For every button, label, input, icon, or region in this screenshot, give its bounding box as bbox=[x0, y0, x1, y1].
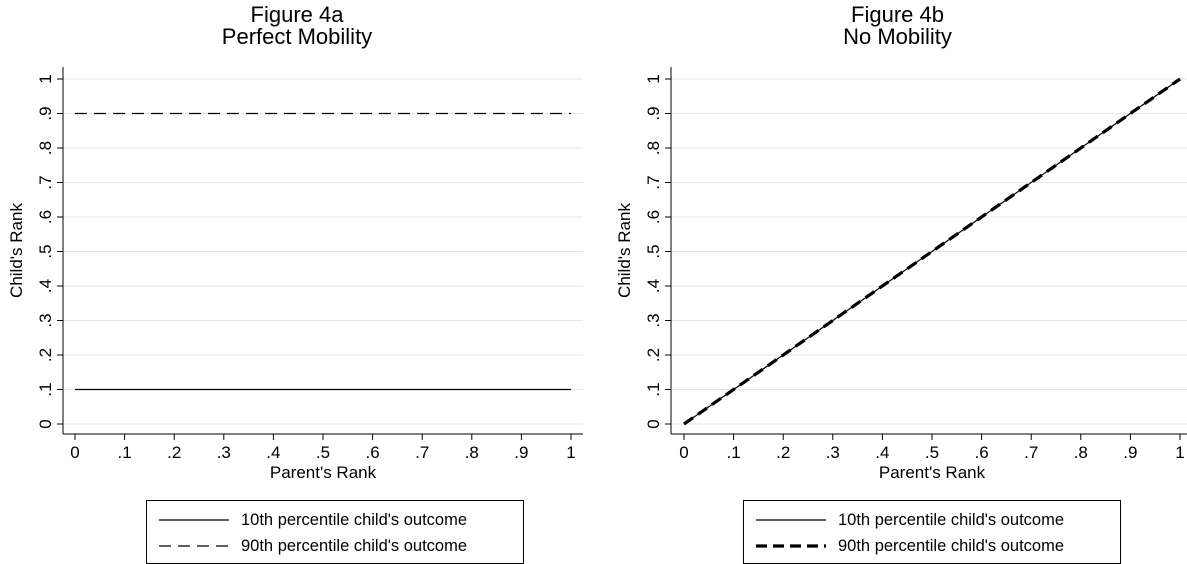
x-tick-label: .3 bbox=[826, 443, 840, 462]
legend-label: 10th percentile child's outcome bbox=[241, 511, 468, 529]
x-tick-label: .4 bbox=[266, 443, 280, 462]
chart-subtitle: Perfect Mobility bbox=[221, 24, 373, 49]
legend-swatch-solid bbox=[159, 519, 229, 521]
legend-item-10th: 10th percentile child's outcome bbox=[147, 509, 523, 531]
y-tick-label: 0 bbox=[644, 419, 663, 428]
x-tick-label: .5 bbox=[316, 443, 330, 462]
x-axis-title: Parent's Rank bbox=[879, 463, 986, 482]
legend-item-90th: 90th percentile child's outcome bbox=[744, 535, 1120, 557]
y-tick-label: .2 bbox=[36, 348, 55, 362]
legend-label: 90th percentile child's outcome bbox=[838, 537, 1065, 555]
x-tick-label: .7 bbox=[1024, 443, 1038, 462]
x-tick-label: .8 bbox=[465, 443, 479, 462]
y-tick-label: .1 bbox=[36, 382, 55, 396]
x-axis-title: Parent's Rank bbox=[270, 463, 377, 482]
x-tick-label: .9 bbox=[514, 443, 528, 462]
chart-title: Figure 4b bbox=[851, 2, 944, 27]
y-axis-title: Child's Rank bbox=[615, 203, 634, 298]
y-tick-label: .3 bbox=[644, 313, 663, 327]
y-tick-label: .8 bbox=[644, 141, 663, 155]
x-tick-label: .4 bbox=[875, 443, 889, 462]
y-tick-label: .7 bbox=[36, 175, 55, 189]
legend: 10th percentile child's outcome 90th per… bbox=[146, 500, 524, 564]
legend-swatch-dashed bbox=[159, 545, 229, 547]
x-tick-label: .2 bbox=[776, 443, 790, 462]
y-tick-label: .6 bbox=[36, 210, 55, 224]
chart-subtitle: No Mobility bbox=[843, 24, 952, 49]
plot-area-figure-4b: 0 .1 .2 .3 .4 .5 .6 .7 .8 .9 1 0 .1 .2 .3 .4 .5 .6 .7 .8 .9 1… bbox=[615, 67, 1187, 482]
x-tick-label: 1 bbox=[1175, 443, 1184, 462]
y-tick-label: 1 bbox=[36, 74, 55, 83]
y-tick-label: 0 bbox=[36, 419, 55, 428]
x-tick-label: .1 bbox=[118, 443, 132, 462]
x-tick-label: .2 bbox=[167, 443, 181, 462]
y-tick-label: .4 bbox=[36, 279, 55, 293]
y-tick-label: .1 bbox=[644, 382, 663, 396]
y-tick-label: .3 bbox=[36, 313, 55, 327]
x-tick-label: .6 bbox=[366, 443, 380, 462]
x-tick-label: .7 bbox=[415, 443, 429, 462]
plot-area-figure-4a: 0 .1 .2 .3 .4 .5 .6 .7 .8 .9 1 0 .1 .2 .3 .4 .5 .6 .7 .8 .9 1… bbox=[7, 67, 583, 482]
legend-item-10th: 10th percentile child's outcome bbox=[744, 509, 1120, 531]
series-line-90th bbox=[683, 77, 1181, 426]
y-tick-label: .2 bbox=[644, 348, 663, 362]
legend-item-90th: 90th percentile child's outcome bbox=[147, 535, 523, 557]
x-tick-label: 0 bbox=[679, 443, 688, 462]
y-tick-label: .4 bbox=[644, 279, 663, 293]
x-tick-label: .1 bbox=[727, 443, 741, 462]
x-tick-label: .9 bbox=[1123, 443, 1137, 462]
legend-label: 10th percentile child's outcome bbox=[838, 511, 1065, 529]
chart-title: Figure 4a bbox=[250, 2, 344, 27]
x-tick-label: .3 bbox=[217, 443, 231, 462]
y-tick-label: .9 bbox=[36, 106, 55, 120]
y-tick-label: .8 bbox=[36, 141, 55, 155]
x-tick-label: .6 bbox=[975, 443, 989, 462]
x-tick-label: 0 bbox=[70, 443, 79, 462]
y-tick-label: .5 bbox=[644, 244, 663, 258]
x-tick-label: .5 bbox=[925, 443, 939, 462]
y-tick-label: 1 bbox=[644, 74, 663, 83]
legend: 10th percentile child's outcome 90th per… bbox=[743, 500, 1121, 564]
legend-swatch-bold-dashed bbox=[756, 544, 826, 548]
y-tick-label: .7 bbox=[644, 175, 663, 189]
x-tick-label: .8 bbox=[1074, 443, 1088, 462]
legend-label: 90th percentile child's outcome bbox=[241, 537, 468, 555]
y-tick-label: .5 bbox=[36, 244, 55, 258]
y-tick-label: .9 bbox=[644, 106, 663, 120]
x-tick-label: 1 bbox=[566, 443, 575, 462]
chart-panel-figure-4b: Figure 4b No Mobility 0 .1 .2 .3 .4 .5 .6 .7 .8.… bbox=[608, 0, 1187, 564]
legend-swatch-solid bbox=[756, 519, 826, 521]
chart-panel-figure-4a: Figure 4a Perfect Mobility 0 .1 .2 .3 .4 .5 .6… bbox=[0, 0, 594, 564]
y-axis-title: Child's Rank bbox=[7, 203, 26, 298]
y-tick-label: .6 bbox=[644, 210, 663, 224]
